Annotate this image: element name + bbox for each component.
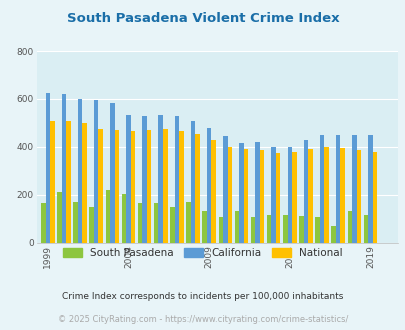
Bar <box>110 103 114 243</box>
Bar <box>186 202 190 243</box>
Bar <box>190 120 195 243</box>
Bar <box>298 215 303 243</box>
Bar <box>195 134 199 243</box>
Bar <box>122 193 126 243</box>
Bar <box>153 203 158 243</box>
Bar <box>250 217 255 243</box>
Bar <box>66 120 70 243</box>
Bar <box>105 190 110 243</box>
Bar <box>367 135 372 243</box>
Bar <box>363 215 367 243</box>
Bar <box>73 202 78 243</box>
Bar <box>78 99 82 243</box>
Bar <box>222 136 227 243</box>
Bar <box>319 135 324 243</box>
Bar <box>57 192 62 243</box>
Bar <box>179 131 183 243</box>
Bar <box>307 149 312 243</box>
Bar <box>356 150 360 243</box>
Bar <box>372 152 376 243</box>
Bar <box>211 140 215 243</box>
Bar <box>243 149 247 243</box>
Bar <box>266 215 271 243</box>
Bar <box>62 94 66 243</box>
Bar <box>130 131 135 243</box>
Bar <box>324 147 328 243</box>
Bar <box>45 93 50 243</box>
Bar <box>227 147 232 243</box>
Bar <box>138 203 142 243</box>
Bar <box>202 212 207 243</box>
Bar <box>330 226 335 243</box>
Bar <box>275 153 280 243</box>
Legend: South Pasadena, California, National: South Pasadena, California, National <box>59 244 346 262</box>
Bar <box>287 147 291 243</box>
Bar <box>126 115 130 243</box>
Bar <box>82 123 87 243</box>
Bar <box>162 129 167 243</box>
Bar <box>239 143 243 243</box>
Text: South Pasadena Violent Crime Index: South Pasadena Violent Crime Index <box>66 12 339 24</box>
Bar <box>94 100 98 243</box>
Bar <box>351 135 356 243</box>
Bar <box>50 120 54 243</box>
Bar <box>291 152 296 243</box>
Bar <box>259 150 264 243</box>
Bar <box>89 207 94 243</box>
Bar <box>174 116 179 243</box>
Bar <box>335 135 340 243</box>
Bar <box>142 116 147 243</box>
Bar <box>347 212 351 243</box>
Bar <box>218 217 222 243</box>
Bar <box>315 217 319 243</box>
Bar <box>234 212 239 243</box>
Bar <box>41 203 45 243</box>
Bar <box>340 148 344 243</box>
Bar <box>114 130 119 243</box>
Text: © 2025 CityRating.com - https://www.cityrating.com/crime-statistics/: © 2025 CityRating.com - https://www.city… <box>58 315 347 324</box>
Bar <box>207 128 211 243</box>
Bar <box>98 129 103 243</box>
Bar <box>255 142 259 243</box>
Bar <box>147 130 151 243</box>
Bar <box>158 115 163 243</box>
Bar <box>271 147 275 243</box>
Text: Crime Index corresponds to incidents per 100,000 inhabitants: Crime Index corresponds to incidents per… <box>62 292 343 301</box>
Bar <box>303 140 307 243</box>
Bar <box>282 215 287 243</box>
Bar <box>170 207 174 243</box>
